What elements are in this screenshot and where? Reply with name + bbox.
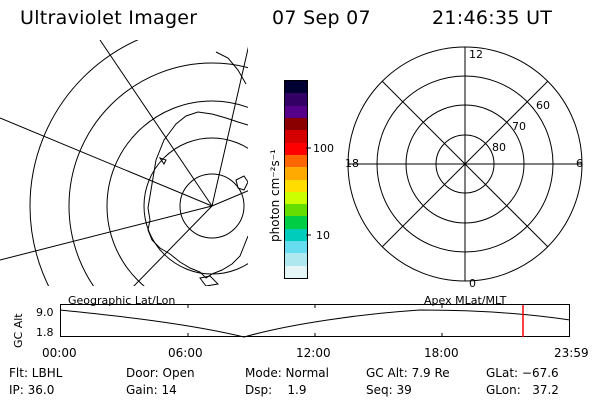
colorbar-label: photon cm⁻²s⁻¹	[268, 149, 282, 242]
altitude-xtick-0600: 06:00	[168, 346, 203, 360]
colorbar-swatch	[285, 204, 307, 217]
date-label: 07 Sep 07	[272, 7, 371, 29]
latitude-circle	[106, 100, 248, 286]
mlat-mlt-polar-plot	[347, 46, 583, 282]
colorbar-swatch	[285, 81, 307, 94]
altitude-plot	[59, 304, 571, 338]
colorbar-swatch	[285, 93, 307, 106]
meridian-line	[211, 190, 248, 207]
info-glon: GLon: 37.2	[486, 383, 559, 397]
altitude-curve	[59, 309, 571, 338]
altitude-xtick-1200: 12:00	[296, 346, 331, 360]
altitude-plot-frame	[60, 304, 570, 337]
colorbar-swatch	[285, 228, 307, 242]
colorbar-swatch	[285, 265, 307, 278]
info-gc-alt: GC Alt: 7.9 Re	[366, 366, 450, 380]
mlt-label-left: 18	[345, 157, 359, 170]
colorbar-swatch	[285, 179, 307, 192]
altitude-xtick-0000: 00:00	[42, 346, 77, 360]
latitude-circle	[179, 173, 245, 239]
colorbar-swatch	[285, 105, 307, 118]
colorbar-swatch	[285, 191, 307, 205]
mlt-label-right: 6	[576, 157, 583, 170]
meridian-line	[0, 205, 213, 261]
info-dsp: Dsp: 1.9	[245, 383, 307, 397]
info-ip: IP: 36.0	[9, 383, 55, 397]
coastline	[235, 175, 248, 191]
info-door: Door: Open	[126, 366, 195, 380]
meridian-line	[99, 40, 213, 207]
info-glat: GLat: −67.6	[486, 366, 559, 380]
coastline	[199, 275, 220, 286]
info-seq: Seq: 39	[366, 383, 412, 397]
meridian-line	[0, 117, 213, 207]
colorbar	[284, 80, 308, 279]
colorbar-swatch	[285, 130, 307, 143]
mlt-label-top: 12	[469, 48, 483, 61]
altitude-ytick-max: 9.0	[36, 306, 54, 319]
altitude-xtick-1800: 18:00	[424, 346, 459, 360]
colorbar-swatch	[285, 154, 307, 168]
info-flt: Flt: LBHL	[9, 366, 63, 380]
instrument-title: Ultraviolet Imager	[20, 7, 198, 29]
colorbar-swatch	[285, 241, 307, 254]
mlat-label-80: 80	[492, 141, 506, 154]
colorbar-swatch	[285, 117, 307, 131]
altitude-ytick-min: 1.8	[36, 326, 54, 339]
colorbar-swatch	[285, 142, 307, 155]
colorbar-swatch	[285, 216, 307, 229]
colorbar-swatch	[285, 167, 307, 180]
meridian-line	[133, 205, 213, 286]
geographic-caption: Geographic Lat/Lon	[68, 294, 176, 307]
mlat-label-60: 60	[536, 99, 550, 112]
info-gain: Gain: 14	[126, 383, 177, 397]
mlt-label-bottom: 0	[469, 277, 476, 290]
altitude-ylabel: GC Alt	[12, 313, 25, 348]
time-label: 21:46:35 UT	[432, 7, 553, 29]
altitude-xtick-2359: 23:59	[554, 346, 589, 360]
info-mode: Mode: Normal	[245, 366, 329, 380]
colorbar-tick-100: 100	[313, 142, 334, 155]
mlt-axis-diagonal	[381, 80, 549, 248]
coastline	[215, 51, 247, 85]
mlat-label-70: 70	[512, 120, 526, 133]
colorbar-axis	[306, 147, 311, 236]
meridian-line	[211, 46, 248, 207]
latitude-circle	[29, 40, 139, 286]
coastline	[147, 111, 248, 279]
coastline	[158, 157, 167, 165]
colorbar-swatch	[285, 253, 307, 266]
latitude-circle	[68, 62, 248, 286]
colorbar-tick-10: 10	[316, 229, 330, 242]
geographic-map	[0, 40, 248, 286]
apex-caption: Apex MLat/MLT	[424, 294, 507, 307]
